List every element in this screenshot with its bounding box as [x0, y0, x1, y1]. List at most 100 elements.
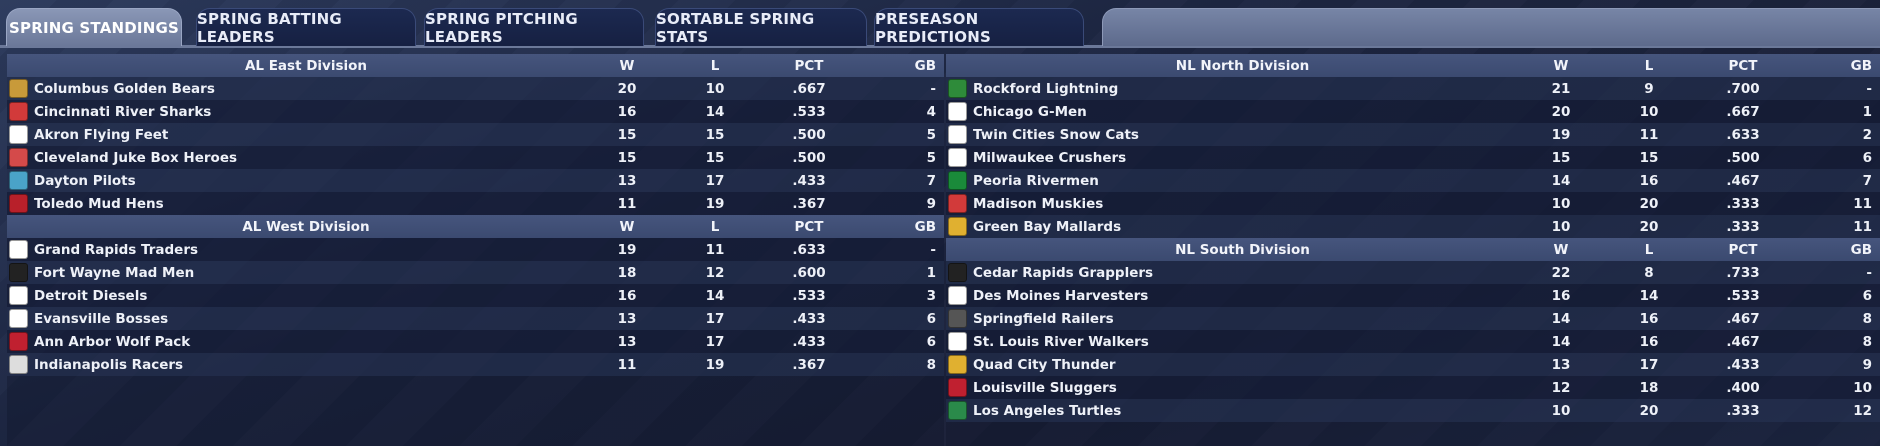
team-cell[interactable]: Madison Muskies — [946, 192, 1539, 215]
team-name[interactable]: Rockford Lightning — [973, 80, 1119, 97]
team-row[interactable]: Columbus Golden Bears 20 10.667- — [7, 77, 944, 100]
team-row[interactable]: Chicago G-Men 20 10.667 1 — [946, 100, 1880, 123]
team-row[interactable]: Milwaukee Crushers 15 15.500 6 — [946, 146, 1880, 169]
team-cell[interactable]: Cedar Rapids Grapplers — [946, 261, 1539, 284]
team-row[interactable]: Indianapolis Racers 11 19.367 8 — [7, 353, 944, 376]
team-cell[interactable]: Akron Flying Feet — [7, 123, 605, 146]
column-header-l[interactable]: L — [649, 54, 781, 77]
team-row[interactable]: Des Moines Harvesters 16 14.533 6 — [946, 284, 1880, 307]
team-cell[interactable]: Twin Cities Snow Cats — [946, 123, 1539, 146]
team-cell[interactable]: Cincinnati River Sharks — [7, 100, 605, 123]
team-row[interactable]: Grand Rapids Traders 19 11.633- — [7, 238, 944, 261]
column-header-pct[interactable]: PCT — [781, 215, 837, 238]
team-name[interactable]: Cincinnati River Sharks — [34, 103, 212, 120]
team-cell[interactable]: Springfield Railers — [946, 307, 1539, 330]
team-cell[interactable]: Peoria Rivermen — [946, 169, 1539, 192]
team-cell[interactable]: Detroit Diesels — [7, 284, 605, 307]
team-name[interactable]: Detroit Diesels — [34, 287, 148, 304]
team-row[interactable]: Cedar Rapids Grapplers 22 8.733- — [946, 261, 1880, 284]
team-row[interactable]: Louisville Sluggers 12 18.400 10 — [946, 376, 1880, 399]
division-title[interactable]: NL North Division — [946, 54, 1539, 77]
column-header-gb[interactable]: GB — [1771, 54, 1880, 77]
team-cell[interactable]: Rockford Lightning — [946, 77, 1539, 100]
team-name[interactable]: Grand Rapids Traders — [34, 241, 199, 258]
team-cell[interactable]: Cleveland Juke Box Heroes — [7, 146, 605, 169]
team-name[interactable]: Toledo Mud Hens — [34, 195, 164, 212]
team-name[interactable]: Peoria Rivermen — [973, 172, 1099, 189]
team-row[interactable]: Evansville Bosses 13 17.433 6 — [7, 307, 944, 330]
team-name[interactable]: Cedar Rapids Grapplers — [973, 264, 1154, 281]
division-title[interactable]: AL East Division — [7, 54, 605, 77]
column-header-w[interactable]: W — [1539, 54, 1583, 77]
team-name[interactable]: Quad City Thunder — [973, 356, 1116, 373]
column-header-gb[interactable]: GB — [837, 54, 944, 77]
team-row[interactable]: Akron Flying Feet 15 15.500 5 — [7, 123, 944, 146]
team-name[interactable]: Fort Wayne Mad Men — [34, 264, 195, 281]
team-cell[interactable]: Louisville Sluggers — [946, 376, 1539, 399]
team-name[interactable]: Louisville Sluggers — [973, 379, 1117, 396]
team-cell[interactable]: Milwaukee Crushers — [946, 146, 1539, 169]
team-name[interactable]: Ann Arbor Wolf Pack — [34, 333, 191, 350]
team-row[interactable]: Detroit Diesels 16 14.533 3 — [7, 284, 944, 307]
team-cell[interactable]: Chicago G-Men — [946, 100, 1539, 123]
team-name[interactable]: Twin Cities Snow Cats — [973, 126, 1139, 143]
team-cell[interactable]: Quad City Thunder — [946, 353, 1539, 376]
team-cell[interactable]: Los Angeles Turtles — [946, 399, 1539, 422]
team-cell[interactable]: Fort Wayne Mad Men — [7, 261, 605, 284]
column-header-pct[interactable]: PCT — [1715, 238, 1771, 261]
team-row[interactable]: Rockford Lightning 21 9.700- — [946, 77, 1880, 100]
team-row[interactable]: Quad City Thunder 13 17.433 9 — [946, 353, 1880, 376]
tab-sortable-spring-stats[interactable]: SORTABLE SPRING STATS — [655, 8, 867, 46]
division-title[interactable]: NL South Division — [946, 238, 1539, 261]
column-header-pct[interactable]: PCT — [1715, 54, 1771, 77]
team-cell[interactable]: Ann Arbor Wolf Pack — [7, 330, 605, 353]
team-name[interactable]: Indianapolis Racers — [34, 356, 184, 373]
team-cell[interactable]: Columbus Golden Bears — [7, 77, 605, 100]
column-header-l[interactable]: L — [1583, 238, 1715, 261]
column-header-pct[interactable]: PCT — [781, 54, 837, 77]
team-name[interactable]: Springfield Railers — [973, 310, 1114, 327]
team-row[interactable]: Dayton Pilots 13 17.433 7 — [7, 169, 944, 192]
team-cell[interactable]: Green Bay Mallards — [946, 215, 1539, 238]
team-row[interactable]: St. Louis River Walkers 14 16.467 8 — [946, 330, 1880, 353]
team-name[interactable]: Des Moines Harvesters — [973, 287, 1149, 304]
tab-preseason-predictions[interactable]: PRESEASON PREDICTIONS — [874, 8, 1084, 46]
team-name[interactable]: Los Angeles Turtles — [973, 402, 1122, 419]
division-title[interactable]: AL West Division — [7, 215, 605, 238]
team-name[interactable]: Green Bay Mallards — [973, 218, 1122, 235]
team-row[interactable]: Fort Wayne Mad Men 18 12.600 1 — [7, 261, 944, 284]
team-name[interactable]: Milwaukee Crushers — [973, 149, 1127, 166]
team-row[interactable]: Ann Arbor Wolf Pack 13 17.433 6 — [7, 330, 944, 353]
tab-spring-batting-leaders[interactable]: SPRING BATTING LEADERS — [196, 8, 416, 46]
team-name[interactable]: Chicago G-Men — [973, 103, 1087, 120]
team-row[interactable]: Peoria Rivermen 14 16.467 7 — [946, 169, 1880, 192]
team-row[interactable]: Cleveland Juke Box Heroes 15 15.500 5 — [7, 146, 944, 169]
team-cell[interactable]: Grand Rapids Traders — [7, 238, 605, 261]
team-cell[interactable]: Des Moines Harvesters — [946, 284, 1539, 307]
column-header-gb[interactable]: GB — [837, 215, 944, 238]
team-cell[interactable]: Indianapolis Racers — [7, 353, 605, 376]
column-header-w[interactable]: W — [605, 215, 649, 238]
team-name[interactable]: Akron Flying Feet — [34, 126, 169, 143]
column-header-gb[interactable]: GB — [1771, 238, 1880, 261]
team-cell[interactable]: Dayton Pilots — [7, 169, 605, 192]
team-row[interactable]: Springfield Railers 14 16.467 8 — [946, 307, 1880, 330]
team-row[interactable]: Green Bay Mallards 10 20.333 11 — [946, 215, 1880, 238]
column-header-l[interactable]: L — [649, 215, 781, 238]
column-header-w[interactable]: W — [1539, 238, 1583, 261]
team-name[interactable]: Cleveland Juke Box Heroes — [34, 149, 238, 166]
column-header-l[interactable]: L — [1583, 54, 1715, 77]
team-cell[interactable]: Evansville Bosses — [7, 307, 605, 330]
team-cell[interactable]: St. Louis River Walkers — [946, 330, 1539, 353]
team-name[interactable]: Evansville Bosses — [34, 310, 169, 327]
tab-spring-standings[interactable]: SPRING STANDINGS — [6, 8, 182, 46]
team-row[interactable]: Toledo Mud Hens 11 19.367 9 — [7, 192, 944, 215]
team-row[interactable]: Madison Muskies 10 20.333 11 — [946, 192, 1880, 215]
team-row[interactable]: Los Angeles Turtles 10 20.333 12 — [946, 399, 1880, 422]
team-cell[interactable]: Toledo Mud Hens — [7, 192, 605, 215]
team-name[interactable]: St. Louis River Walkers — [973, 333, 1149, 350]
team-name[interactable]: Columbus Golden Bears — [34, 80, 215, 97]
team-row[interactable]: Cincinnati River Sharks 16 14.533 4 — [7, 100, 944, 123]
tab-spring-pitching-leaders[interactable]: SPRING PITCHING LEADERS — [424, 8, 644, 46]
team-name[interactable]: Madison Muskies — [973, 195, 1104, 212]
